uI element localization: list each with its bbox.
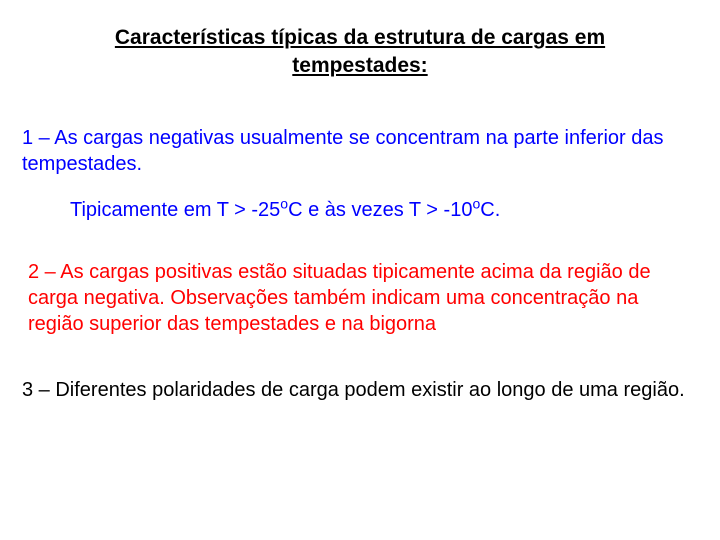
point-1-detail-temperature: Tipicamente em T > -25oC e às vezes T > … (70, 197, 698, 223)
degree-sup-1: o (280, 195, 288, 211)
point-2-positive-charges: 2 – As cargas positivas estão situadas t… (28, 259, 698, 337)
point-1-negative-charges: 1 – As cargas negativas usualmente se co… (22, 125, 698, 177)
temp-text-a: Tipicamente em T > -25 (70, 199, 280, 221)
temp-text-c: C. (480, 199, 500, 221)
point-3-polarities: 3 – Diferentes polaridades de carga pode… (22, 377, 698, 403)
temp-text-b: C e às vezes T > -10 (288, 199, 472, 221)
slide-title: Características típicas da estrutura de … (60, 24, 660, 81)
